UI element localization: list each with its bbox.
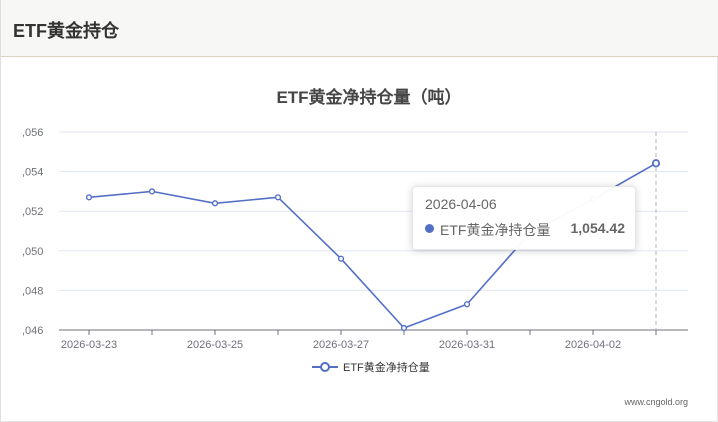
legend-label: ETF黄金净持仓量 xyxy=(343,360,430,374)
y-tick-label: ,056 xyxy=(22,127,43,139)
x-tick-label: 2026-03-27 xyxy=(313,339,369,351)
y-tick-label: ,050 xyxy=(22,246,43,258)
x-tick-label: 2026-03-25 xyxy=(187,339,243,351)
data-point xyxy=(148,188,156,195)
data-point xyxy=(85,194,93,201)
data-point xyxy=(211,200,219,207)
data-point xyxy=(274,194,282,201)
x-tick-label: 2026-03-31 xyxy=(439,339,495,351)
y-tick-label: ,046 xyxy=(22,325,43,337)
tooltip-date: 2026-04-06 xyxy=(425,196,497,212)
x-tick-label: 2026-03-23 xyxy=(61,339,117,351)
y-tick-label: ,054 xyxy=(22,167,43,179)
panel-title: ETF黄金持仓 xyxy=(13,21,119,41)
legend-marker-icon xyxy=(320,362,330,372)
chart-title: ETF黄金净持仓量（吨） xyxy=(276,87,461,107)
line-chart: ETF黄金净持仓量（吨） ,046 ,048 ,050 ,052 ,054 ,056 202… xyxy=(22,87,688,407)
data-point xyxy=(651,159,661,168)
tooltip-series-name: ETF黄金净持仓量 xyxy=(440,222,551,238)
tooltip-series-marker xyxy=(425,224,434,233)
data-point xyxy=(337,255,345,262)
data-point xyxy=(400,324,408,332)
tooltip: 2026-04-06 ETF黄金净持仓量 1,054.42 xyxy=(412,186,636,250)
tooltip-value: 1,054.42 xyxy=(570,220,626,236)
x-tick-label: 2026-04-02 xyxy=(565,339,621,351)
data-point xyxy=(463,301,471,308)
y-tick-label: ,048 xyxy=(22,285,43,297)
legend[interactable]: ETF黄金净持仓量 xyxy=(312,360,430,374)
watermark: www.cngold.org xyxy=(623,397,688,407)
axes: ,046 ,048 ,050 ,052 ,054 ,056 2026-03-23 2026-0… xyxy=(22,127,688,351)
y-tick-label: ,052 xyxy=(22,206,43,218)
panel-header: ETF黄金持仓 xyxy=(1,0,718,57)
